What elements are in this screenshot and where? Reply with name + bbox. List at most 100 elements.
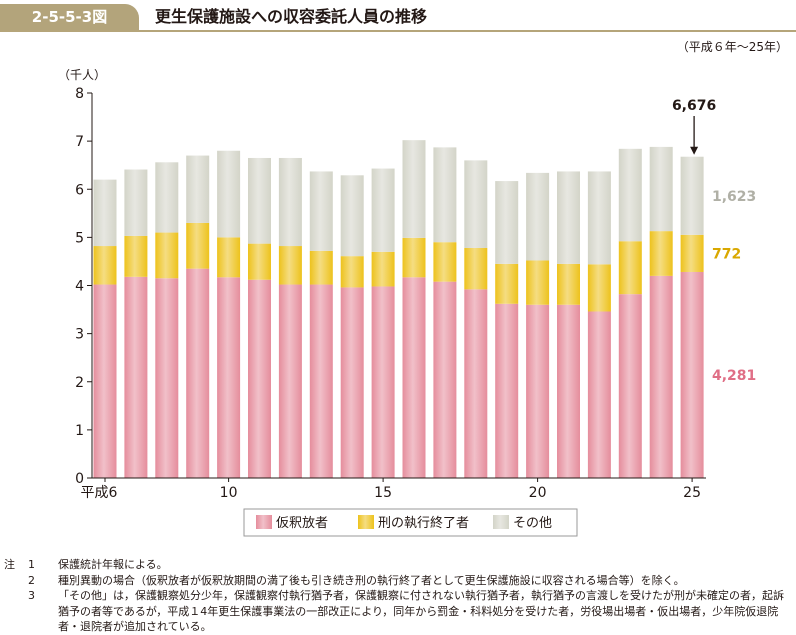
- bar-sentence-completed-18: [464, 247, 488, 290]
- bar-parolee-8: [155, 278, 179, 478]
- footnote-head: 注: [4, 558, 15, 571]
- legend-box: [243, 508, 578, 537]
- bar-parolee-14: [340, 287, 364, 478]
- y-tick-label: 3: [75, 327, 84, 343]
- footnote-3: 3 「その他」は，保護観察処分少年，保護観察付執行猶予者，保護観察に付されない執…: [4, 588, 792, 635]
- bar-sentence-completed-24: [649, 231, 673, 276]
- y-tick-label: 6: [75, 182, 84, 198]
- x-tick-label: 10: [220, 485, 238, 501]
- y-tick-label: 5: [75, 230, 84, 246]
- bar-sentence-completed-20: [526, 260, 550, 305]
- legend-swatch: [358, 515, 374, 529]
- bar-parolee-23: [618, 294, 642, 478]
- bar-parolee-16: [402, 277, 426, 478]
- y-tick-label: 1: [75, 423, 84, 439]
- header-bar: 2-5-5-3図 更生保護施設への収容委託人員の推移: [0, 0, 796, 32]
- legend-label: 仮釈放者: [276, 516, 328, 531]
- bar-other-12: [278, 157, 302, 247]
- x-tick-label: 20: [529, 485, 547, 501]
- bar-other-24: [649, 146, 673, 232]
- bar-sentence-completed-23: [618, 241, 642, 295]
- bar-parolee-20: [526, 304, 550, 478]
- y-axis-unit-label: （千人）: [58, 68, 106, 82]
- series-value-label: 4,281: [712, 368, 756, 384]
- bar-sentence-completed-19: [495, 263, 519, 304]
- total-arrow-head: [690, 146, 699, 155]
- figure-title: 更生保護施設への収容委託人員の推移: [155, 7, 428, 26]
- bar-other-10: [217, 150, 241, 238]
- bar-sentence-completed-7: [124, 235, 148, 277]
- period-note: （平成６年～25年）: [676, 40, 788, 54]
- bar-sentence-completed-6: [93, 246, 117, 285]
- stacked-bar-chart: （千人） 0 1 2 3 4 5 6 7 8 平成6 10 15 20 25 6,676 1,623 772 4,2…: [58, 68, 756, 537]
- figure-number-badge: 2-5-5-3図: [0, 4, 139, 30]
- bar-sentence-completed-22: [587, 264, 611, 312]
- bar-parolee-15: [371, 286, 395, 478]
- bar-other-19: [495, 181, 519, 264]
- bar-sentence-completed-8: [155, 232, 179, 279]
- series-value-label: 772: [712, 246, 741, 262]
- legend-swatch: [493, 515, 509, 529]
- bar-other-25: [680, 156, 704, 235]
- bar-sentence-completed-15: [371, 251, 395, 287]
- bar-other-15: [371, 168, 395, 252]
- bar-other-8: [155, 162, 179, 233]
- y-tick-label: 8: [75, 86, 84, 102]
- bar-other-11: [248, 157, 271, 244]
- legend-label: 刑の執行終了者: [378, 515, 469, 531]
- legend-label: その他: [513, 516, 552, 531]
- bar-parolee-22: [587, 311, 611, 478]
- footnote-number: 3: [28, 589, 35, 602]
- bar-parolee-25: [680, 271, 704, 478]
- footnote-text: 種別異動の場合（仮釈放者が仮釈放期間の満了後も引き続き刑の執行終了者として更生保…: [58, 573, 685, 587]
- bar-parolee-24: [649, 275, 673, 478]
- bar-parolee-17: [433, 281, 457, 478]
- bar-sentence-completed-16: [402, 237, 426, 278]
- series-value-label: 1,623: [712, 189, 756, 205]
- x-tick-label: 平成6: [81, 485, 118, 501]
- y-tick-label: 4: [75, 279, 84, 295]
- footnote-number: 1: [28, 558, 35, 571]
- bar-sentence-completed-14: [340, 256, 364, 288]
- bar-other-17: [433, 147, 457, 243]
- bar-parolee-6: [93, 284, 117, 478]
- footnote-text: 「その他」は，保護観察処分少年，保護観察付執行猶予者，保護観察に付されない執行猶…: [58, 589, 784, 633]
- footnote-text: 保護統計年報による。: [58, 558, 168, 571]
- footnotes: 注 1 保護統計年報による。 2 種別異動の場合（仮釈放者が仮釈放期間の満了後も…: [4, 557, 792, 635]
- bar-other-18: [464, 160, 488, 248]
- x-tick-label: 15: [374, 485, 392, 501]
- bar-parolee-18: [464, 289, 488, 478]
- bar-sentence-completed-10: [217, 237, 241, 278]
- bar-other-23: [618, 148, 642, 242]
- bar-parolee-10: [217, 277, 241, 478]
- bar-parolee-9: [186, 268, 210, 478]
- bar-other-13: [309, 171, 333, 251]
- bar-parolee-21: [557, 304, 580, 478]
- bar-other-21: [557, 171, 580, 264]
- bar-other-22: [587, 171, 611, 265]
- legend: 仮釈放者 刑の執行終了者 その他: [243, 508, 578, 537]
- bar-other-14: [340, 175, 364, 257]
- bar-other-9: [186, 155, 210, 223]
- bar-parolee-12: [278, 284, 302, 478]
- bar-parolee-19: [495, 303, 519, 478]
- footnote-2: 2 種別異動の場合（仮釈放者が仮釈放期間の満了後も引き続き刑の執行終了者として更…: [4, 573, 792, 589]
- x-tick-label: 25: [683, 485, 701, 501]
- bar-sentence-completed-13: [309, 250, 333, 285]
- y-tick-label: 0: [75, 471, 84, 487]
- bar-other-16: [402, 140, 426, 238]
- y-tick-label: 7: [75, 134, 84, 150]
- bar-other-7: [124, 169, 148, 236]
- bar-sentence-completed-11: [248, 243, 271, 280]
- y-tick-label: 2: [75, 375, 84, 391]
- legend-swatch: [256, 515, 272, 529]
- bar-other-20: [526, 172, 550, 261]
- total-value-label: 6,676: [672, 98, 716, 114]
- bar-parolee-11: [248, 279, 271, 478]
- bar-sentence-completed-21: [557, 263, 580, 305]
- bar-sentence-completed-12: [278, 246, 302, 285]
- bar-parolee-7: [124, 276, 148, 478]
- footnote-number: 2: [28, 573, 35, 587]
- bar-sentence-completed-9: [186, 222, 210, 269]
- bar-sentence-completed-17: [433, 242, 457, 282]
